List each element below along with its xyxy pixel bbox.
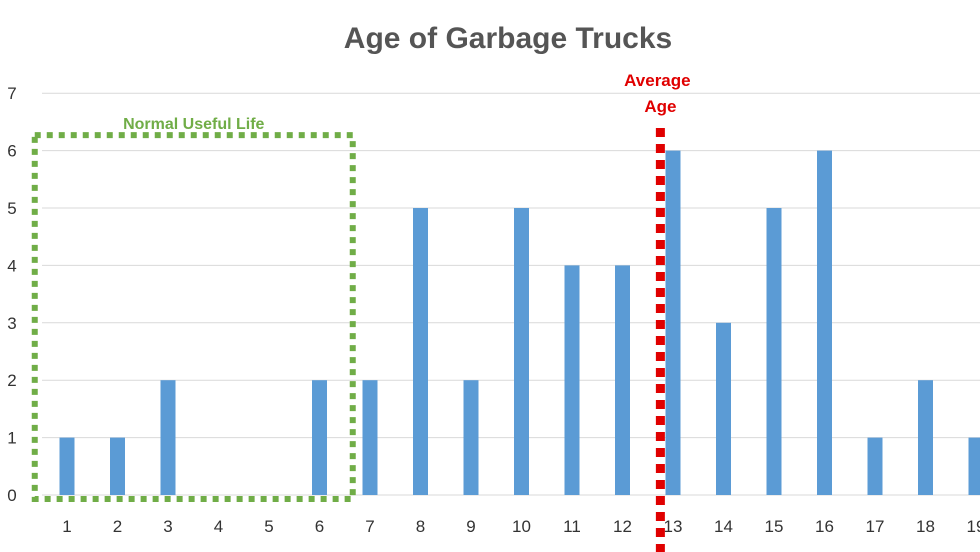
annotations: Normal Useful Life Average Age <box>31 71 691 552</box>
x-axis-ticks: 12345678910111213141516171819 <box>62 517 980 536</box>
x-tick-label: 17 <box>866 517 885 536</box>
chart-title: Age of Garbage Trucks <box>344 22 672 55</box>
x-tick-label: 1 <box>62 517 71 536</box>
x-tick-label: 4 <box>214 517 223 536</box>
x-tick-label: 16 <box>815 517 834 536</box>
y-axis-ticks: 0 1 2 3 4 5 6 7 <box>7 84 16 505</box>
x-tick-label: 19 <box>967 517 980 536</box>
normal-useful-life-box <box>31 132 356 502</box>
x-tick-label: 14 <box>714 517 733 536</box>
x-tick-label: 2 <box>113 517 122 536</box>
y-tick-label: 3 <box>7 314 16 333</box>
y-tick-label: 6 <box>7 142 16 161</box>
bar-age-12 <box>615 265 630 495</box>
bar-age-16 <box>817 150 832 495</box>
bar-age-6 <box>312 380 327 495</box>
bar-age-8 <box>413 208 428 495</box>
bar-age-18 <box>918 380 933 495</box>
bar-age-13 <box>665 150 681 495</box>
bar-age-14 <box>716 322 731 495</box>
bar-age-11 <box>564 265 580 495</box>
bar-age-15 <box>766 208 782 495</box>
x-tick-label: 8 <box>416 517 425 536</box>
x-tick-label: 13 <box>664 517 683 536</box>
x-tick-label: 12 <box>613 517 632 536</box>
bar-age-19 <box>968 437 980 495</box>
bars <box>59 150 980 495</box>
x-tick-label: 7 <box>365 517 374 536</box>
bar-age-3 <box>160 380 176 495</box>
x-tick-label: 9 <box>466 517 475 536</box>
x-tick-label: 6 <box>315 517 324 536</box>
bar-age-10 <box>514 208 529 495</box>
y-tick-label: 0 <box>7 486 16 505</box>
y-tick-label: 1 <box>7 429 16 448</box>
average-age-label-line1: Average <box>624 71 690 90</box>
y-tick-label: 2 <box>7 371 16 390</box>
x-tick-label: 10 <box>512 517 531 536</box>
bar-age-17 <box>867 437 883 495</box>
bar-age-1 <box>59 437 75 495</box>
x-tick-label: 5 <box>264 517 273 536</box>
x-tick-label: 15 <box>765 517 784 536</box>
y-tick-label: 5 <box>7 199 16 218</box>
average-age-label-line2: Age <box>644 97 676 116</box>
gridlines <box>42 92 980 496</box>
bar-age-7 <box>362 380 378 495</box>
normal-useful-life-label: Normal Useful Life <box>123 116 264 133</box>
bar-age-2 <box>110 437 125 495</box>
y-tick-label: 4 <box>7 256 16 275</box>
x-tick-label: 3 <box>163 517 172 536</box>
bar-age-9 <box>463 380 479 495</box>
y-tick-label: 7 <box>7 84 16 103</box>
x-tick-label: 18 <box>916 517 935 536</box>
x-tick-label: 11 <box>563 517 581 536</box>
